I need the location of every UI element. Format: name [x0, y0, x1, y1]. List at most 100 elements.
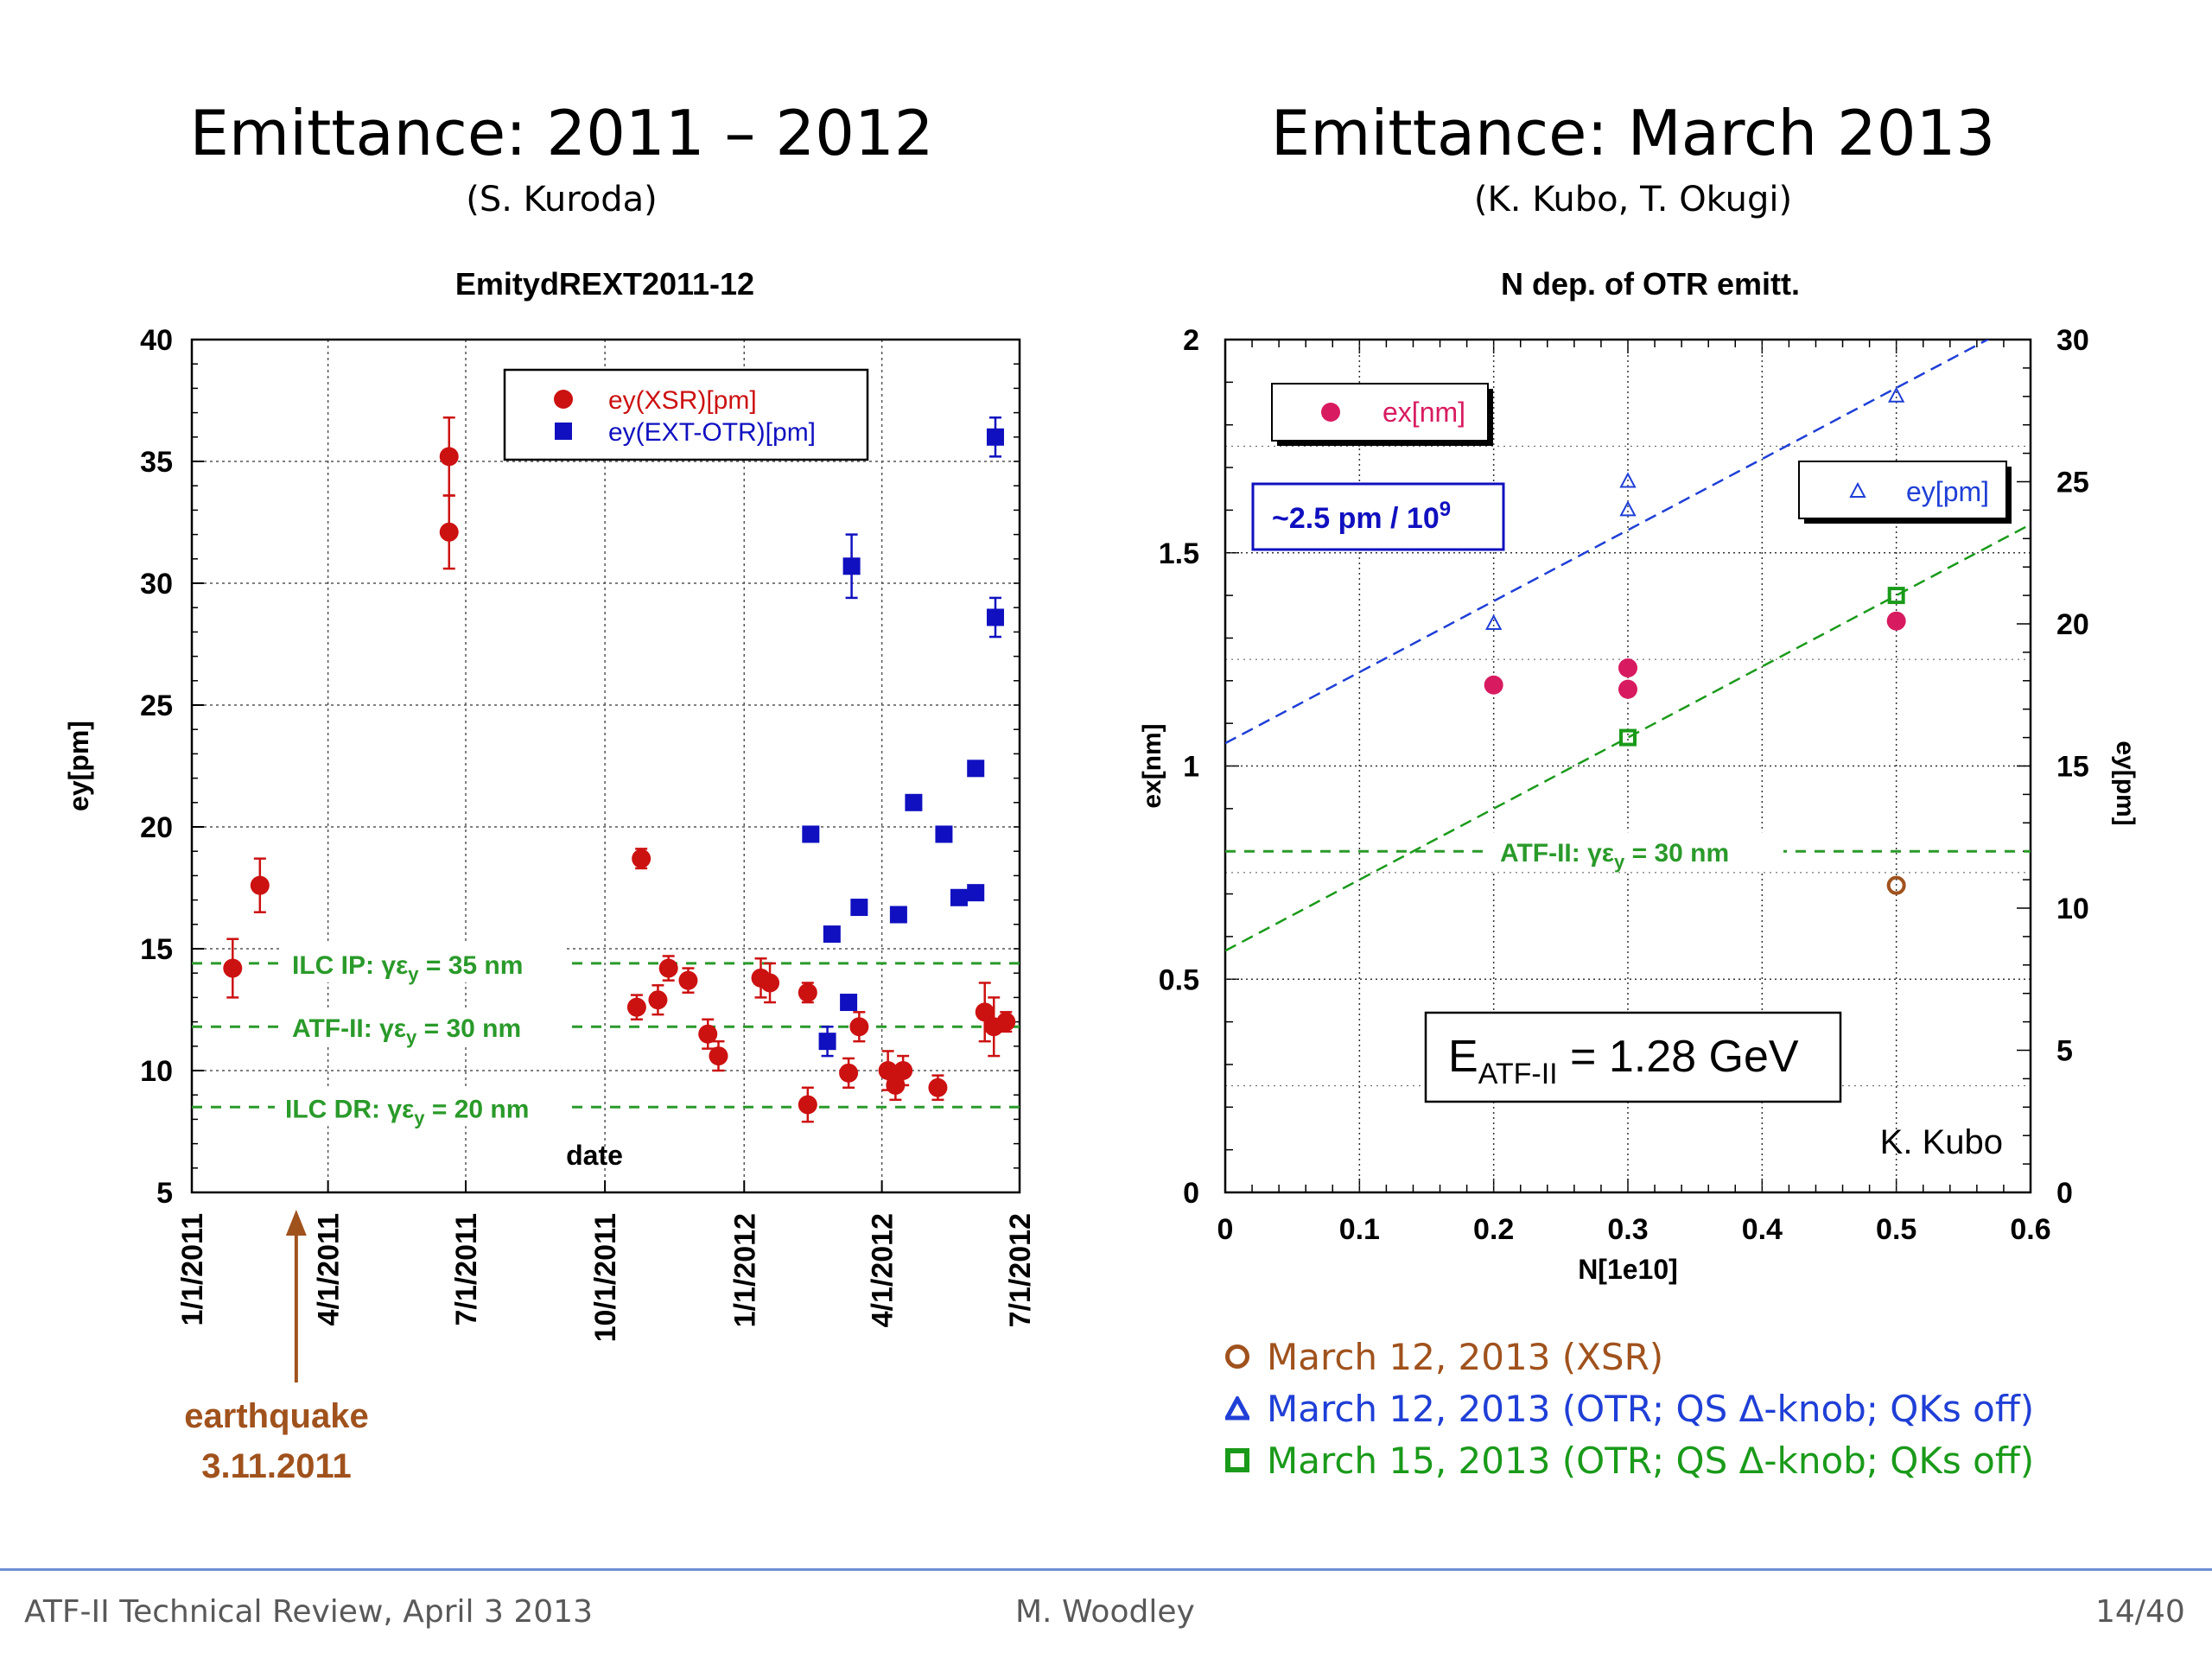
right-chart-title: N dep. of OTR emitt. [1501, 266, 1800, 302]
otr-point [986, 428, 1004, 446]
data-point [1618, 658, 1637, 677]
legend-box [503, 368, 869, 461]
x-tick-label: 0.1 [1339, 1213, 1380, 1246]
y-tick-label: 30 [140, 568, 173, 601]
otr-point [842, 557, 861, 575]
y-tick-label: 5 [156, 1177, 173, 1210]
y-tick-label: 1 [1183, 751, 1199, 784]
right-bottom-legend: March 12, 2013 (XSR) March 12, 2013 (OTR… [1225, 1331, 2034, 1486]
y-tick-label: 35 [140, 446, 173, 479]
reference-label: ILC IP: γεy = 35 nm [292, 951, 523, 985]
triangle-icon [1225, 1396, 1249, 1421]
y2-tick-label: 5 [2056, 1035, 2073, 1068]
xsr-point [250, 875, 270, 895]
xsr-point [223, 958, 243, 978]
y2-tick-label: 10 [2056, 893, 2089, 925]
y-tick-label: 15 [140, 933, 173, 966]
xsr-point [975, 1002, 995, 1022]
left-chart-title: EmitydREXT2011-12 [454, 266, 755, 302]
x-tick-label: 4/1/2012 [867, 1213, 899, 1327]
y2-tick-label: 25 [2056, 467, 2089, 499]
legend-label: ey[pm] [1906, 476, 1989, 507]
y2-tick-label: 15 [2056, 751, 2089, 784]
xsr-point [893, 1061, 913, 1080]
x-tick-label: 0.5 [1876, 1213, 1916, 1246]
right-slide-title: Emittance: March 2013 [1270, 97, 1996, 169]
y-tick-label: 0.5 [1159, 963, 1199, 996]
x-tick-label: 0.2 [1473, 1213, 1514, 1246]
xsr-point [760, 973, 780, 993]
energy-label: EATF-II = 1.28 GeV [1448, 1032, 1799, 1090]
plot-frame [1224, 338, 2032, 1194]
otr-point [823, 925, 841, 944]
reference-label-bg [1488, 832, 1783, 871]
otr-point [850, 899, 868, 917]
left-chart: 1/1/2011 4/1/2011 7/1/2011 10/1/2011 1/1/201… [63, 324, 1037, 1382]
otr-point [840, 994, 858, 1012]
data-point [1888, 386, 1905, 403]
xsr-point [798, 982, 817, 1002]
legend-item-xsr: March 12, 2013 (XSR) [1225, 1331, 2034, 1382]
x-tick-label: 0.3 [1607, 1213, 1648, 1246]
x-tick-label: 10/1/2011 [589, 1213, 622, 1342]
footer-page-number: 14/40 [2095, 1594, 2185, 1630]
xsr-point [878, 1061, 898, 1080]
open-square-icon [1225, 1448, 1249, 1472]
data-point [1484, 613, 1503, 630]
legend-label-xsr: March 12, 2013 (XSR) [1267, 1335, 1664, 1378]
x-axis-label: N[1e10] [1578, 1254, 1678, 1285]
x-tick-label: 0.6 [2010, 1213, 2050, 1246]
y-tick-label: 1.5 [1159, 537, 1199, 570]
x-tick-label: 4/1/2011 [313, 1213, 346, 1325]
otr-point [905, 793, 923, 811]
xsr-point [798, 1095, 817, 1115]
legend-marker [554, 390, 573, 409]
legend-label: ey(EXT-OTR)[pm] [608, 418, 816, 447]
data-point [1619, 728, 1637, 747]
legend-marker [1849, 481, 1866, 498]
legend-label: ey(XSR)[pm] [608, 386, 757, 415]
data-point [1887, 587, 1905, 605]
legend-box-ex [1271, 383, 1489, 442]
otr-point [967, 760, 985, 778]
legend-item-otr-15: March 15, 2013 (OTR; QS Δ-knob; QKs off) [1225, 1434, 2034, 1486]
y-tick-label: 20 [140, 811, 173, 844]
y-tick-label: 0 [1183, 1177, 1199, 1210]
left-slide-title: Emittance: 2011 – 2012 [189, 97, 934, 169]
y-tick-label: 40 [140, 324, 173, 357]
xsr-point [648, 990, 668, 1010]
xsr-point [439, 447, 459, 467]
data-point [1619, 500, 1637, 517]
open-circle-icon [1225, 1344, 1249, 1369]
otr-point [967, 884, 985, 902]
otr-point [818, 1033, 836, 1051]
footer-left: ATF-II Technical Review, April 3 2013 [24, 1594, 593, 1630]
x-tick-label: 1/1/2011 [176, 1213, 209, 1325]
data-point [1484, 675, 1503, 695]
xsr-point [698, 1024, 718, 1044]
y-tick-label: 10 [140, 1055, 173, 1088]
earthquake-arrow-head [285, 1210, 307, 1236]
legend-marker [1321, 403, 1340, 422]
xsr-point [632, 849, 652, 868]
reference-label-bg [275, 1088, 569, 1127]
reference-label: ATF-II: γεy = 30 nm [292, 1014, 521, 1048]
xsr-point [626, 997, 646, 1017]
footer-center: M. Woodley [1015, 1594, 1195, 1630]
fit-line [1225, 523, 2031, 952]
plot-frame [190, 338, 1021, 1194]
x-tick-label: 0 [1217, 1213, 1234, 1246]
x-tick-label: 0.4 [1742, 1213, 1783, 1246]
otr-point [802, 825, 820, 843]
data-point [1886, 611, 1906, 631]
y2-tick-label: 30 [2056, 324, 2089, 357]
right-chart: 0 0.1 0.2 0.3 0.4 0.5 0.600.511.52051015202530… [1138, 324, 2139, 1285]
energy-box [1424, 1011, 1842, 1103]
y2-axis-label: ey[pm] [2111, 741, 2139, 825]
legend-label-otr-15: March 15, 2013 (OTR; QS Δ-knob; QKs off) [1267, 1439, 2035, 1482]
xsr-point [996, 1012, 1016, 1032]
earthquake-annotation: earthquake 3.11.2011 [181, 1391, 372, 1491]
y-axis-label: ex[nm] [1138, 723, 1166, 808]
legend-box-ey [1798, 461, 2007, 519]
y-tick-label: 25 [140, 690, 173, 722]
